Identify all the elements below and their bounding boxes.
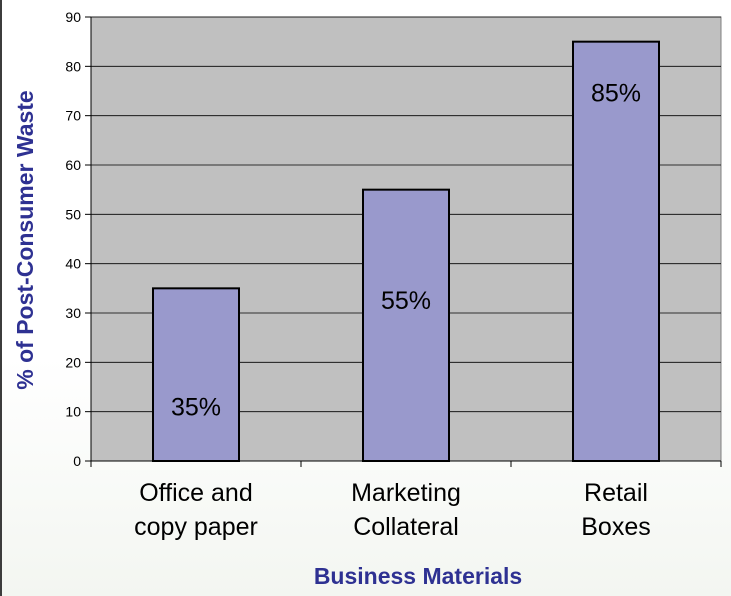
data-label: 55%: [381, 287, 431, 315]
y-tick-label: 50: [65, 206, 81, 222]
x-axis-title: Business Materials: [314, 563, 522, 589]
y-tick-label: 70: [65, 108, 81, 124]
y-tick-label: 10: [65, 404, 81, 420]
y-tick-label: 90: [65, 9, 81, 25]
y-tick-label: 40: [65, 256, 81, 272]
y-axis-ticks: 0 10 20 30 40 50 60 70 80 90: [65, 9, 91, 469]
y-tick-label: 0: [73, 453, 81, 469]
bar: [572, 40, 660, 463]
y-axis-title: % of Post-Consumer Waste: [12, 90, 38, 389]
x-tick-label: Office and copy paper: [134, 479, 258, 541]
bar: [152, 287, 240, 463]
x-tick-label: Retail Boxes: [581, 479, 650, 541]
data-labels: 35% 55% 85%: [171, 80, 641, 422]
bar: [362, 188, 450, 463]
x-axis-labels: Office and copy paper Marketing Collateral R…: [90, 461, 722, 541]
y-tick-label: 20: [65, 354, 81, 370]
data-label: 35%: [171, 393, 221, 421]
y-tick-label: 60: [65, 157, 81, 173]
bars: [152, 40, 660, 463]
x-tick-label: Marketing Collateral: [351, 479, 461, 541]
data-label: 85%: [591, 80, 641, 108]
y-tick-label: 30: [65, 305, 81, 321]
y-tick-label: 80: [65, 58, 81, 74]
